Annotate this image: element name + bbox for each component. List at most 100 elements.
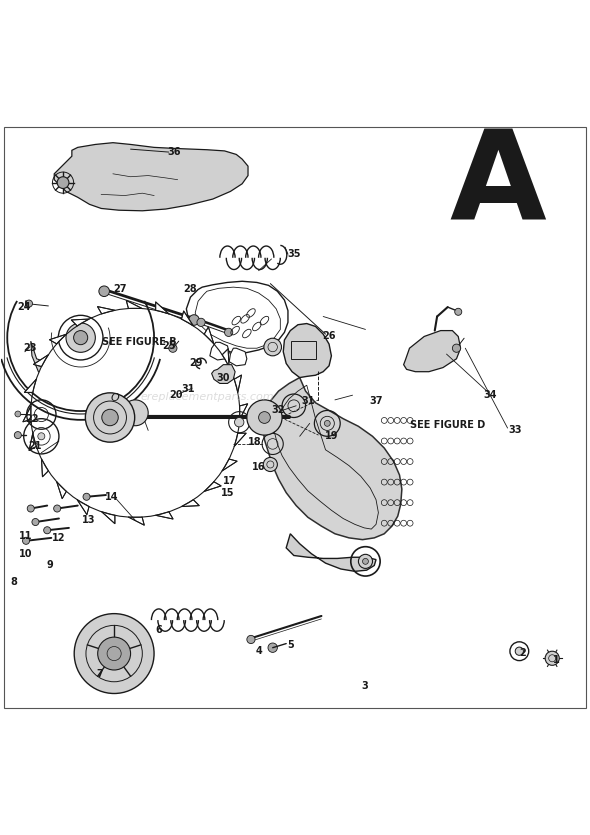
Polygon shape (29, 433, 37, 451)
Text: 35: 35 (287, 250, 300, 259)
Text: 4: 4 (255, 645, 262, 655)
Circle shape (324, 421, 330, 427)
Text: A: A (449, 125, 546, 246)
Circle shape (122, 400, 148, 426)
Text: 14: 14 (105, 492, 119, 502)
Text: 11: 11 (19, 531, 33, 541)
Polygon shape (71, 319, 89, 326)
Polygon shape (24, 379, 37, 392)
Text: 23: 23 (23, 343, 37, 353)
Polygon shape (54, 143, 248, 210)
Text: SEE FIGURE D: SEE FIGURE D (410, 420, 486, 430)
Circle shape (515, 647, 523, 655)
Circle shape (247, 400, 282, 435)
Circle shape (14, 432, 21, 438)
Polygon shape (283, 323, 332, 377)
Text: O: O (110, 393, 119, 403)
Polygon shape (31, 342, 127, 391)
Text: 28: 28 (183, 285, 197, 295)
Polygon shape (97, 306, 115, 314)
Text: 10: 10 (19, 549, 33, 559)
Text: 29: 29 (189, 358, 203, 368)
Circle shape (358, 554, 372, 569)
Circle shape (102, 409, 118, 426)
Polygon shape (50, 334, 66, 344)
Circle shape (57, 177, 69, 189)
Polygon shape (156, 512, 173, 519)
Text: 8: 8 (11, 577, 18, 587)
Circle shape (545, 651, 559, 665)
Polygon shape (404, 331, 461, 372)
Circle shape (225, 328, 232, 337)
Text: 13: 13 (81, 515, 95, 525)
Circle shape (31, 308, 240, 518)
Text: 31: 31 (301, 396, 314, 406)
Circle shape (264, 338, 281, 356)
Text: 26: 26 (322, 331, 336, 342)
Circle shape (197, 318, 205, 326)
Polygon shape (210, 342, 230, 360)
Text: 18: 18 (248, 438, 262, 448)
Polygon shape (126, 301, 142, 308)
Text: 27: 27 (113, 285, 127, 295)
Text: 25: 25 (162, 341, 175, 351)
Text: 32: 32 (272, 406, 286, 416)
Circle shape (263, 458, 277, 472)
Circle shape (25, 300, 32, 307)
Polygon shape (222, 349, 229, 367)
Text: 36: 36 (168, 147, 181, 157)
Polygon shape (240, 404, 248, 420)
Text: 5: 5 (287, 640, 294, 650)
Polygon shape (23, 406, 31, 422)
Text: 16: 16 (252, 463, 266, 473)
Text: 3: 3 (361, 681, 368, 691)
Circle shape (258, 412, 270, 423)
Polygon shape (57, 482, 66, 498)
Polygon shape (212, 365, 235, 383)
Text: 34: 34 (483, 390, 497, 400)
Text: 12: 12 (52, 533, 65, 543)
Text: 30: 30 (217, 372, 230, 382)
Circle shape (74, 331, 88, 345)
Circle shape (27, 505, 34, 512)
Circle shape (54, 505, 61, 512)
Polygon shape (77, 499, 89, 514)
Polygon shape (263, 377, 402, 539)
Text: ereplacementparts.com: ereplacementparts.com (140, 392, 274, 402)
Polygon shape (182, 499, 199, 507)
Text: 6: 6 (155, 625, 162, 635)
Circle shape (189, 315, 199, 326)
Text: 33: 33 (509, 425, 522, 435)
Circle shape (247, 635, 255, 644)
Text: 31: 31 (181, 384, 195, 394)
Polygon shape (222, 459, 237, 471)
Text: 1: 1 (553, 655, 560, 665)
Text: 7: 7 (97, 669, 103, 679)
Text: 9: 9 (46, 560, 53, 570)
Circle shape (453, 344, 461, 352)
Text: 21: 21 (29, 441, 42, 451)
Circle shape (83, 493, 90, 500)
Circle shape (15, 411, 21, 417)
Circle shape (234, 418, 244, 427)
Polygon shape (186, 281, 288, 353)
Polygon shape (234, 375, 241, 392)
Bar (291, 342, 316, 359)
Text: 15: 15 (221, 488, 234, 498)
Text: 20: 20 (170, 390, 183, 400)
Circle shape (38, 433, 45, 440)
Polygon shape (204, 327, 214, 344)
Circle shape (66, 323, 96, 352)
Polygon shape (182, 311, 194, 326)
Text: 2: 2 (519, 648, 526, 658)
Text: SEE FIGURE B: SEE FIGURE B (102, 337, 176, 347)
Polygon shape (156, 302, 169, 314)
Polygon shape (129, 517, 145, 525)
Circle shape (455, 308, 462, 316)
Circle shape (98, 637, 130, 670)
Circle shape (22, 537, 30, 544)
Circle shape (86, 392, 135, 443)
Circle shape (32, 519, 39, 525)
Polygon shape (234, 433, 246, 447)
Text: 22: 22 (25, 413, 39, 423)
